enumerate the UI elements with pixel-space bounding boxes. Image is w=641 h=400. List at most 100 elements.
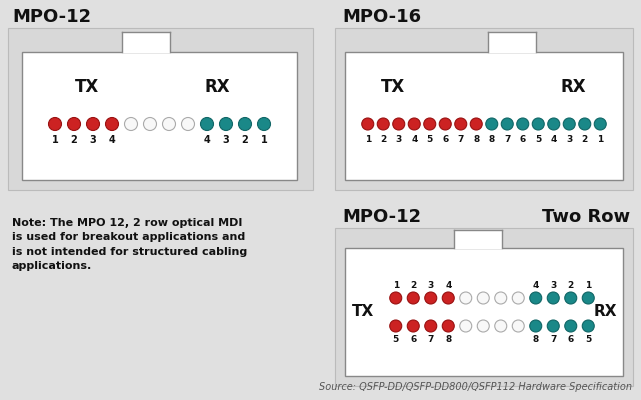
Text: 6: 6 bbox=[442, 134, 448, 144]
Text: 1: 1 bbox=[585, 280, 592, 290]
Circle shape bbox=[408, 118, 420, 130]
Text: MPO-12: MPO-12 bbox=[12, 8, 91, 26]
Text: TX: TX bbox=[381, 78, 405, 96]
Text: 4: 4 bbox=[551, 134, 557, 144]
Circle shape bbox=[529, 320, 542, 332]
Text: 4: 4 bbox=[108, 135, 115, 145]
Text: Note: The MPO 12, 2 row optical MDI
is used for breakout applications and
is not: Note: The MPO 12, 2 row optical MDI is u… bbox=[12, 218, 247, 271]
Text: 6: 6 bbox=[568, 334, 574, 344]
Text: MPO-12: MPO-12 bbox=[342, 208, 421, 226]
Circle shape bbox=[548, 118, 560, 130]
Text: 3: 3 bbox=[395, 134, 402, 144]
Circle shape bbox=[49, 118, 62, 130]
Circle shape bbox=[478, 292, 489, 304]
Circle shape bbox=[512, 292, 524, 304]
Circle shape bbox=[163, 118, 176, 130]
Circle shape bbox=[442, 292, 454, 304]
Circle shape bbox=[362, 118, 374, 130]
Text: RX: RX bbox=[594, 304, 617, 320]
Circle shape bbox=[501, 118, 513, 130]
Circle shape bbox=[486, 118, 498, 130]
Circle shape bbox=[547, 292, 559, 304]
Text: 2: 2 bbox=[568, 280, 574, 290]
Text: 5: 5 bbox=[427, 134, 433, 144]
Text: 2: 2 bbox=[410, 280, 417, 290]
Circle shape bbox=[124, 118, 138, 130]
Circle shape bbox=[495, 320, 507, 332]
Text: 2: 2 bbox=[380, 134, 387, 144]
Circle shape bbox=[582, 320, 594, 332]
Circle shape bbox=[407, 292, 419, 304]
Text: 3: 3 bbox=[90, 135, 96, 145]
Bar bbox=[8, 28, 313, 190]
Circle shape bbox=[582, 292, 594, 304]
Text: 4: 4 bbox=[533, 280, 539, 290]
Text: 5: 5 bbox=[393, 334, 399, 344]
Text: 8: 8 bbox=[473, 134, 479, 144]
Text: 6: 6 bbox=[520, 134, 526, 144]
Circle shape bbox=[594, 118, 606, 130]
Text: RX: RX bbox=[204, 78, 230, 96]
Text: MPO-16: MPO-16 bbox=[342, 8, 421, 26]
Circle shape bbox=[219, 118, 233, 130]
Text: 1: 1 bbox=[365, 134, 371, 144]
Circle shape bbox=[393, 118, 404, 130]
Circle shape bbox=[425, 292, 437, 304]
Text: TX: TX bbox=[75, 78, 99, 96]
Text: TX: TX bbox=[352, 304, 374, 320]
Text: 6: 6 bbox=[410, 334, 417, 344]
Circle shape bbox=[424, 118, 436, 130]
Circle shape bbox=[407, 320, 419, 332]
Circle shape bbox=[201, 118, 213, 130]
Circle shape bbox=[478, 320, 489, 332]
Bar bbox=[335, 228, 633, 386]
Bar bbox=[488, 32, 536, 53]
Circle shape bbox=[106, 118, 119, 130]
Text: 1: 1 bbox=[597, 134, 603, 144]
Text: 7: 7 bbox=[458, 134, 464, 144]
Bar bbox=[345, 52, 623, 180]
Circle shape bbox=[181, 118, 194, 130]
Bar bbox=[122, 32, 170, 53]
Circle shape bbox=[238, 118, 251, 130]
Text: RX: RX bbox=[560, 78, 586, 96]
Circle shape bbox=[390, 320, 402, 332]
Circle shape bbox=[470, 118, 482, 130]
Text: 8: 8 bbox=[445, 334, 451, 344]
Text: 3: 3 bbox=[222, 135, 229, 145]
Text: 1: 1 bbox=[393, 280, 399, 290]
Text: 1: 1 bbox=[261, 135, 267, 145]
Circle shape bbox=[563, 118, 575, 130]
Circle shape bbox=[439, 118, 451, 130]
Text: 7: 7 bbox=[504, 134, 510, 144]
Text: 5: 5 bbox=[585, 334, 592, 344]
Circle shape bbox=[460, 320, 472, 332]
Text: Source: QSFP-DD/QSFP-DD800/QSFP112 Hardware Specification: Source: QSFP-DD/QSFP-DD800/QSFP112 Hardw… bbox=[319, 382, 632, 392]
Circle shape bbox=[565, 292, 577, 304]
Text: 4: 4 bbox=[411, 134, 417, 144]
Text: 1: 1 bbox=[52, 135, 58, 145]
Bar bbox=[22, 52, 297, 180]
Text: 7: 7 bbox=[428, 334, 434, 344]
Circle shape bbox=[579, 118, 591, 130]
Circle shape bbox=[529, 292, 542, 304]
Text: 7: 7 bbox=[550, 334, 556, 344]
Text: 8: 8 bbox=[488, 134, 495, 144]
Circle shape bbox=[87, 118, 99, 130]
Text: 8: 8 bbox=[533, 334, 539, 344]
Circle shape bbox=[258, 118, 271, 130]
Text: 2: 2 bbox=[581, 134, 588, 144]
Text: 4: 4 bbox=[445, 280, 451, 290]
Circle shape bbox=[378, 118, 389, 130]
Circle shape bbox=[460, 292, 472, 304]
Bar bbox=[345, 248, 623, 376]
Circle shape bbox=[512, 320, 524, 332]
Bar bbox=[335, 28, 633, 190]
Text: 2: 2 bbox=[71, 135, 78, 145]
Text: 2: 2 bbox=[242, 135, 248, 145]
Circle shape bbox=[547, 320, 559, 332]
Text: Two Row: Two Row bbox=[542, 208, 630, 226]
Circle shape bbox=[495, 292, 507, 304]
Circle shape bbox=[144, 118, 156, 130]
Circle shape bbox=[532, 118, 544, 130]
